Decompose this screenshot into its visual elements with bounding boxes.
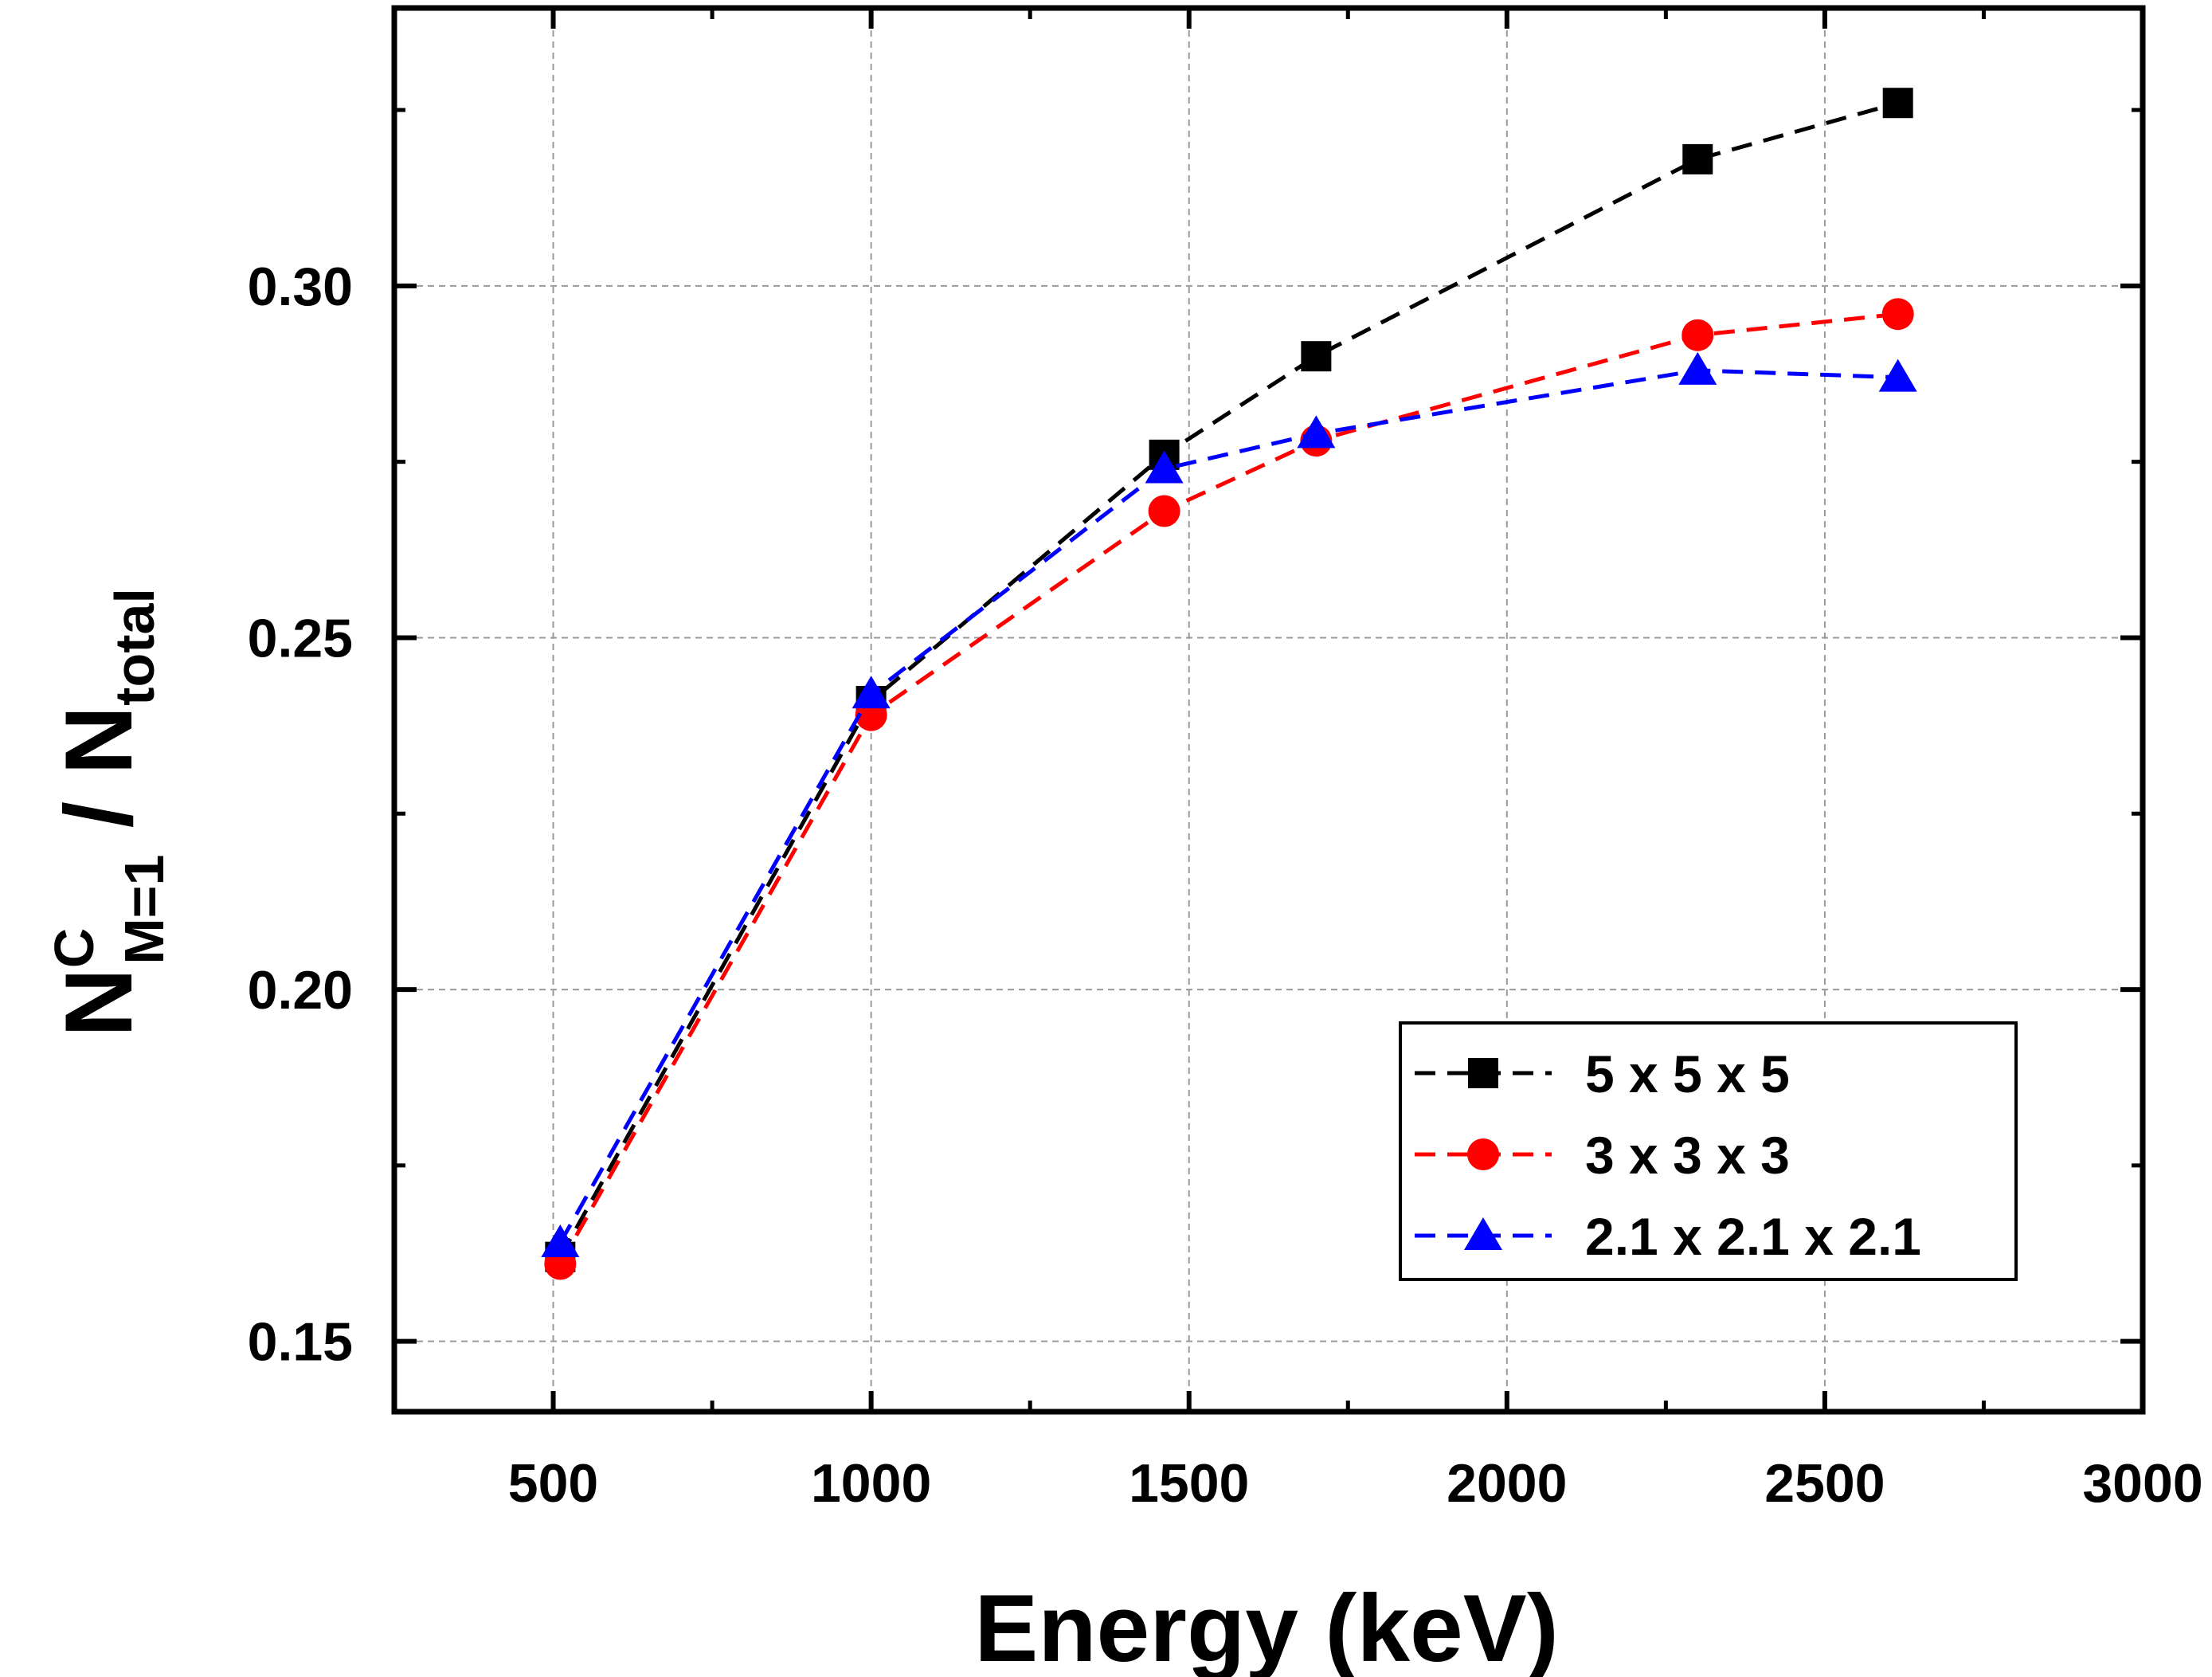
legend-entry: 5 x 5 x 5 [1415, 1044, 1790, 1103]
series-line [558, 368, 1898, 1244]
x-tick-label: 2000 [1447, 1453, 1567, 1514]
data-point [541, 1224, 580, 1258]
x-tick-label: 1500 [1129, 1453, 1249, 1514]
legend-marker [1464, 1217, 1502, 1250]
legend-label: 2.1 x 2.1 x 2.1 [1585, 1207, 1921, 1266]
y-axis-title-sub2: total [104, 588, 166, 706]
x-axis-title: Energy (keV) [974, 1575, 1559, 1677]
y-axis-title-base2: N [45, 706, 152, 775]
data-point [1301, 341, 1332, 372]
data-point [1145, 450, 1184, 484]
y-axis-title-separator: / [45, 775, 152, 855]
plot-frame [391, 5, 2146, 1415]
series-3 [541, 351, 1917, 1258]
data-point [1297, 415, 1336, 449]
grid [394, 8, 2143, 1412]
legend-label: 5 x 5 x 5 [1585, 1044, 1790, 1103]
y-axis-title-base: N [45, 968, 152, 1037]
legend-entry: 2.1 x 2.1 x 2.1 [1415, 1207, 1921, 1266]
y-tick-label: 0.20 [248, 960, 353, 1021]
legend-label: 3 x 3 x 3 [1585, 1126, 1790, 1185]
data-point [1882, 88, 1913, 119]
data-point [1682, 319, 1714, 351]
legend-marker [1467, 1138, 1499, 1170]
y-axis-title: NC M=1 / Ntotal [43, 588, 175, 1037]
data-point [1148, 495, 1180, 527]
legend-box [1399, 1021, 2018, 1281]
data-point [1878, 359, 1917, 392]
axis-ticks [394, 8, 2145, 1412]
series-2 [544, 298, 1914, 1280]
data-point [1678, 351, 1717, 385]
legend-entry: 3 x 3 x 3 [1415, 1126, 1790, 1185]
x-tick-label: 1000 [811, 1453, 931, 1514]
series-line [558, 311, 1898, 1265]
y-tick-label: 0.15 [248, 1312, 353, 1373]
y-tick-label: 0.30 [248, 257, 353, 317]
series-line [558, 100, 1899, 1258]
y-axis-title-sub: M=1 [113, 855, 175, 965]
legend: 5 x 5 x 5 3 x 3 x 3 2.1 x 2.1 x 2.1 [1399, 1021, 2018, 1281]
plot-series [541, 88, 1917, 1280]
data-point [852, 676, 891, 709]
x-tick-label: 500 [508, 1453, 598, 1514]
x-tick-label: 2500 [1764, 1453, 1885, 1514]
legend-marker [1468, 1058, 1498, 1088]
x-tick-label: 3000 [2082, 1453, 2202, 1514]
data-point [1682, 143, 1713, 174]
data-point [1881, 298, 1914, 331]
tick-labels: 500 1000 1500 2000 2500 3000 0.15 0.20 0.25 0.30 [248, 257, 2203, 1514]
y-tick-label: 0.25 [248, 608, 353, 668]
y-axis-title-sup: C [43, 928, 105, 969]
